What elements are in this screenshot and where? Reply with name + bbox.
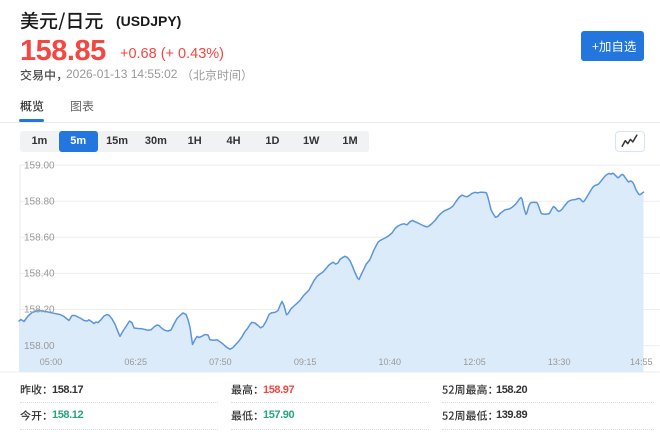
svg-text:158.60: 158.60 bbox=[24, 233, 55, 244]
svg-text:13:30: 13:30 bbox=[548, 357, 571, 367]
svg-text:158.20: 158.20 bbox=[24, 305, 55, 316]
svg-text:158.00: 158.00 bbox=[24, 341, 55, 352]
svg-text:07:50: 07:50 bbox=[209, 357, 232, 367]
svg-text:14:55: 14:55 bbox=[630, 357, 653, 367]
svg-text:10:40: 10:40 bbox=[379, 357, 402, 367]
svg-text:12:05: 12:05 bbox=[463, 357, 486, 367]
svg-text:06:25: 06:25 bbox=[124, 357, 147, 367]
svg-text:159.00: 159.00 bbox=[24, 160, 55, 171]
svg-text:05:00: 05:00 bbox=[40, 357, 63, 367]
svg-text:158.40: 158.40 bbox=[24, 269, 55, 280]
svg-text:158.80: 158.80 bbox=[24, 196, 55, 207]
svg-text:09:15: 09:15 bbox=[294, 357, 317, 367]
